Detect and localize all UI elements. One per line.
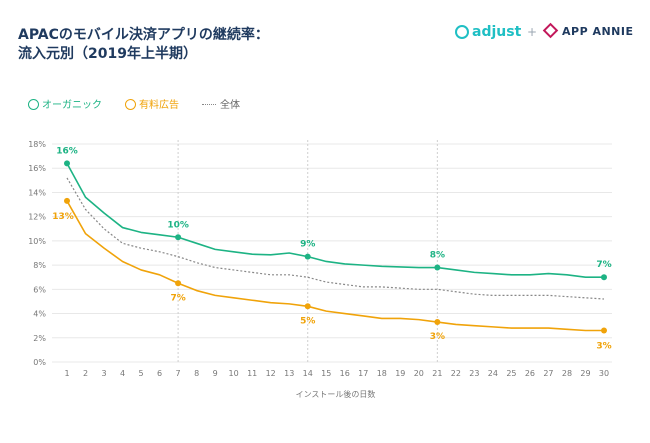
- adjust-logo-icon: [455, 25, 469, 39]
- x-tick-label: 17: [358, 369, 368, 378]
- data-point-organic: [304, 253, 311, 260]
- x-tick-label: 23: [469, 369, 479, 378]
- data-point-paid: [434, 319, 441, 326]
- y-tick-label: 16%: [28, 164, 46, 173]
- y-tick-label: 18%: [28, 140, 46, 149]
- x-tick-label: 24: [488, 369, 498, 378]
- y-tick-label: 8%: [33, 261, 46, 270]
- data-label-paid: 3%: [430, 332, 445, 342]
- series-line-paid: [66, 200, 604, 332]
- data-label-paid: 5%: [300, 316, 315, 326]
- data-label-organic: 16%: [56, 146, 78, 156]
- x-tick-label: 18: [377, 369, 387, 378]
- chart-title: APACのモバイル決済アプリの継続率： 流入元別（2019年上半期）: [18, 26, 348, 64]
- x-tick-label: 12: [266, 369, 276, 378]
- data-point-organic: [175, 234, 182, 241]
- x-tick-label: 21: [432, 369, 442, 378]
- series-line-organic: [66, 162, 604, 279]
- x-tick-label: 10: [229, 369, 239, 378]
- app-annie-logo-text: APP ANNIE: [562, 25, 634, 38]
- legend-paid-label: 有料広告: [139, 100, 179, 111]
- chart-title-line2: 流入元別（2019年上半期）: [18, 46, 197, 62]
- data-point-organic: [601, 274, 607, 281]
- x-tick-label: 25: [506, 369, 516, 378]
- data-label-paid: 13%: [52, 212, 74, 222]
- leaf-icon: [28, 99, 39, 110]
- legend-all: 全体: [202, 96, 240, 111]
- data-point-paid: [304, 303, 311, 310]
- x-tick-label: 14: [303, 369, 313, 378]
- data-label-organic: 9%: [300, 240, 315, 250]
- y-tick-label: 0%: [33, 358, 46, 367]
- data-label-paid: 7%: [170, 293, 185, 303]
- legend-organic-label: オーガニック: [42, 100, 102, 111]
- x-tick-label: 30: [599, 369, 609, 378]
- x-tick-label: 29: [580, 369, 590, 378]
- brand-logos: adjust + APP ANNIE: [455, 22, 635, 44]
- x-axis-label: インストール後の日数: [296, 389, 376, 399]
- x-tick-label: 15: [321, 369, 331, 378]
- x-tick-label: 3: [101, 369, 106, 378]
- x-tick-label: 26: [525, 369, 535, 378]
- y-tick-label: 10%: [28, 237, 46, 246]
- adjust-logo-text: adjust: [472, 24, 522, 40]
- y-tick-label: 2%: [33, 334, 46, 343]
- x-tick-label: 27: [543, 369, 553, 378]
- x-tick-label: 8: [194, 369, 199, 378]
- x-tick-label: 28: [562, 369, 572, 378]
- x-tick-label: 4: [120, 369, 125, 378]
- x-tick-label: 19: [395, 369, 405, 378]
- x-tick-label: 5: [139, 369, 144, 378]
- legend-all-label: 全体: [220, 100, 240, 111]
- x-tick-label: 20: [414, 369, 424, 378]
- data-label-paid: 3%: [596, 342, 611, 352]
- x-tick-label: 11: [247, 369, 257, 378]
- legend-organic: オーガニック: [28, 96, 102, 111]
- adjust-logo: adjust: [455, 24, 521, 40]
- x-tick-label: 22: [451, 369, 461, 378]
- x-tick-label: 7: [176, 369, 181, 378]
- chart-title-line1: APACのモバイル決済アプリの継続率：: [18, 27, 269, 43]
- x-tick-label: 2: [83, 369, 88, 378]
- data-point-paid: [601, 327, 607, 334]
- data-point-paid: [64, 197, 70, 204]
- x-tick-label: 9: [213, 369, 218, 378]
- data-point-paid: [175, 280, 182, 287]
- dollar-icon: [125, 99, 136, 110]
- data-label-organic: 8%: [430, 251, 445, 261]
- legend-paid: 有料広告: [125, 96, 179, 111]
- y-tick-label: 14%: [28, 188, 46, 197]
- x-tick-label: 6: [157, 369, 162, 378]
- y-tick-label: 6%: [33, 285, 46, 294]
- y-tick-label: 12%: [28, 213, 46, 222]
- data-point-organic: [64, 160, 70, 167]
- y-tick-label: 4%: [33, 310, 46, 319]
- series-line-all: [66, 177, 605, 300]
- data-label-organic: 10%: [167, 220, 189, 230]
- logo-separator: +: [527, 25, 538, 39]
- data-point-organic: [434, 264, 441, 271]
- x-tick-label: 16: [340, 369, 350, 378]
- app-annie-logo: APP ANNIE: [542, 22, 634, 39]
- data-label-organic: 7%: [596, 260, 611, 270]
- x-tick-label: 1: [64, 369, 69, 378]
- x-tick-label: 13: [284, 369, 294, 378]
- dotted-line-icon: [202, 104, 216, 105]
